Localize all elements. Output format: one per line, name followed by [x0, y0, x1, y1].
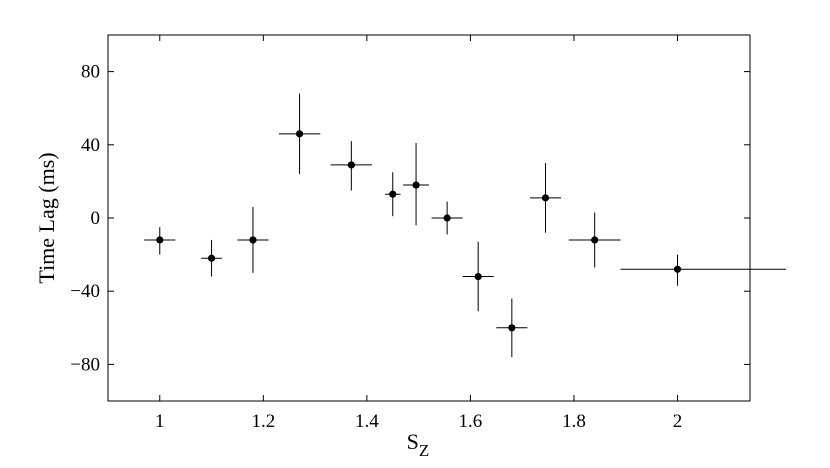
x-tick-label: 1 [155, 411, 165, 432]
data-point [389, 190, 397, 198]
x-tick-label: 2 [673, 411, 683, 432]
y-tick-label: 0 [91, 208, 101, 229]
data-point [443, 214, 451, 222]
data-point [295, 130, 304, 138]
data-point [347, 161, 355, 169]
x-tick-label: 1.8 [562, 411, 586, 432]
data-point [474, 272, 482, 281]
data-point [412, 181, 420, 189]
tick-labels: 1 1.2 1.4 1.6 1.8 2 80 40 0 −40 −80 [70, 62, 682, 432]
y-tick-label: −40 [70, 281, 100, 302]
plot-area [107, 34, 751, 402]
y-axis-title: Time Lag (ms) [34, 152, 59, 283]
data-point [156, 236, 164, 244]
x-axis-title: SZ [407, 429, 430, 460]
x-tick-label: 1.2 [251, 411, 275, 432]
x-axis-title-main: S [407, 429, 419, 454]
y-tick-label: −80 [70, 354, 100, 375]
y-tick-label: 40 [81, 135, 100, 156]
x-axis-title-subscript: Z [419, 441, 429, 460]
data-point [508, 324, 516, 332]
data-point [249, 236, 257, 244]
data-points [156, 130, 682, 332]
y-tick-label: 80 [81, 62, 100, 83]
x-tick-label: 1.6 [459, 411, 483, 432]
data-point [591, 236, 599, 244]
data-point [673, 265, 682, 273]
data-point [207, 254, 216, 262]
x-tick-label: 1.4 [355, 411, 379, 432]
data-point [541, 194, 550, 202]
axis-ticks [108, 35, 750, 401]
